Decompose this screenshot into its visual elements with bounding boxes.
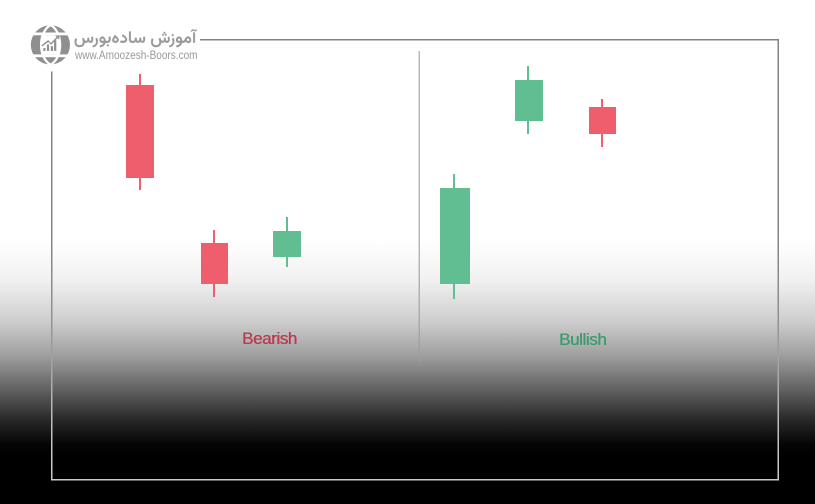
svg-text:www.Amoozesh-Boors.com: www.Amoozesh-Boors.com — [74, 48, 197, 62]
